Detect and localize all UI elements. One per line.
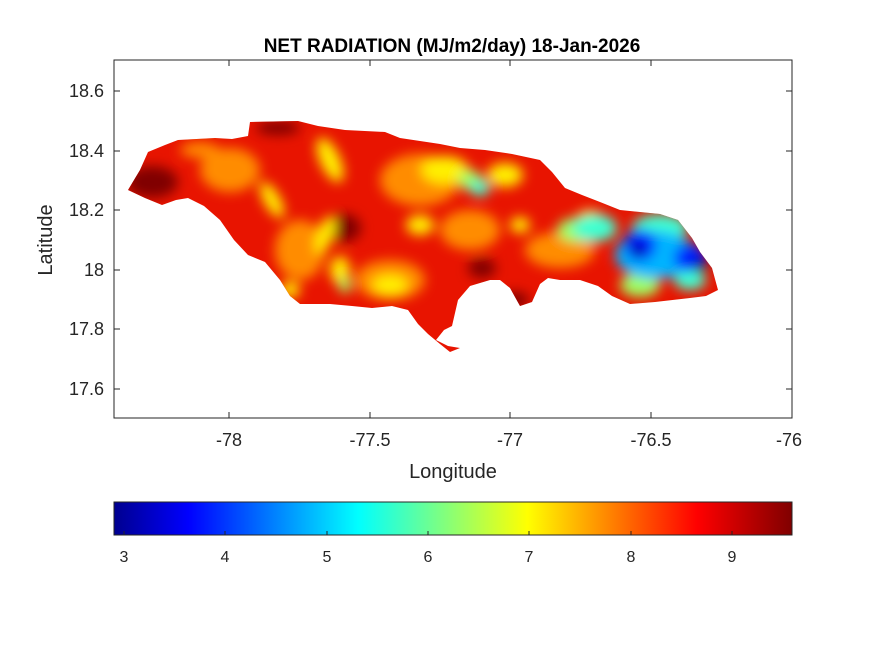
colorbar-tick-label: 3 [120, 549, 129, 566]
green-patch [620, 273, 660, 297]
yellow-patch [487, 163, 523, 187]
x-tick-label: -77.5 [349, 430, 390, 450]
x-tick-label: -78 [216, 430, 242, 450]
map-title: NET RADIATION (MJ/m2/day) 18-Jan-2026 [264, 36, 641, 57]
green-patch [339, 277, 351, 293]
yellow-patch [316, 137, 344, 183]
colorbar-gradient [113, 501, 793, 536]
x-tick-label: -76.5 [630, 430, 671, 450]
yellow-patch [372, 275, 408, 295]
x-axis-label: Longitude [409, 461, 497, 483]
y-tick-label: 18.4 [69, 141, 104, 161]
cyan-patch [573, 214, 617, 242]
dark-red-patch [468, 258, 496, 278]
colorbar-tick-label: 6 [424, 549, 433, 566]
dark-red-patch [256, 121, 300, 135]
y-tick-label: 18.2 [69, 200, 104, 220]
x-tick-label: -76 [776, 430, 802, 450]
y-axis-ticks [114, 90, 792, 390]
dark-red-patch [128, 166, 178, 198]
colorbar-tick-label: 7 [525, 549, 534, 566]
orange-patch [180, 142, 220, 158]
yellow-patch [421, 156, 469, 184]
colorbar-tick-label: 9 [728, 549, 737, 566]
dark-blue-patch [632, 243, 644, 257]
x-tick-label: -77 [497, 430, 523, 450]
orange-patch [440, 210, 500, 250]
yellow-patch [406, 215, 434, 235]
x-axis-ticks [228, 60, 652, 418]
x-tick-labels: -78 -77.5 -77 -76.5 -76 [216, 430, 802, 450]
dark-blue-patch [693, 259, 707, 271]
dark-red-patch [329, 214, 361, 242]
colorbar-tick-label: 8 [627, 549, 636, 566]
y-tick-label: 17.8 [69, 319, 104, 339]
orange-patch [275, 220, 325, 280]
y-tick-label: 18.6 [69, 81, 104, 101]
colorbar-tick-label: 4 [221, 549, 230, 566]
y-tick-label: 17.6 [69, 379, 104, 399]
colorbar-tick-label: 5 [323, 549, 332, 566]
y-tick-labels: 18.6 18.4 18.2 18 17.8 17.6 [69, 81, 104, 399]
cyan-patch [470, 180, 490, 196]
cyan-patch [674, 270, 706, 290]
yellow-patch [314, 216, 336, 254]
y-axis-label: Latitude [35, 204, 57, 275]
y-tick-label: 18 [84, 260, 104, 280]
yellow-patch [259, 182, 285, 218]
orange-patch [200, 148, 260, 192]
yellow-patch [510, 217, 530, 233]
colorbar: 3 4 5 6 7 8 9 [113, 501, 793, 566]
